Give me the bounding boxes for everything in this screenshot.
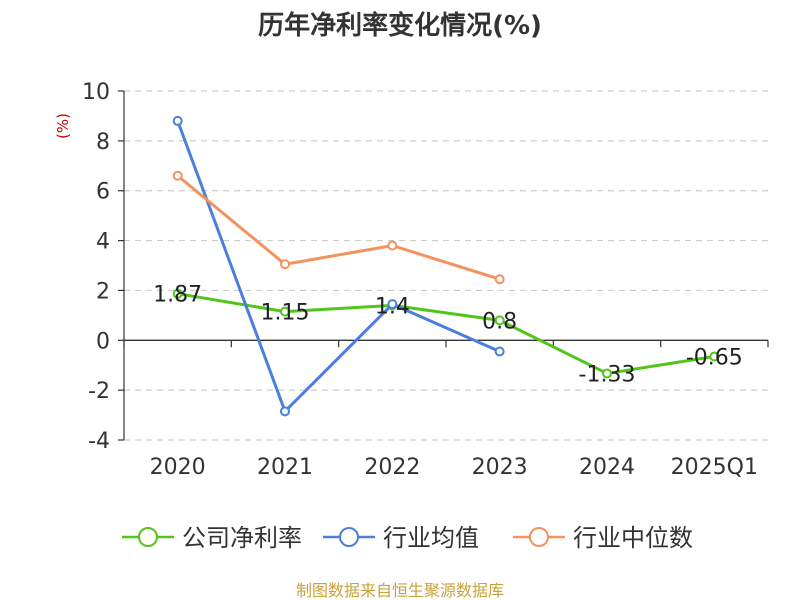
axes: 10 8 6 4 2 0 -2 -4 2020 2021 2022 2023 2024 2025Q1 (82, 80, 769, 480)
legend-item[interactable]: 行业均值 (323, 524, 479, 552)
legend-marker (339, 527, 359, 547)
x-tick-label: 2024 (579, 455, 635, 480)
data-point[interactable] (494, 346, 505, 357)
data-label: 1.4 (375, 294, 410, 319)
data-point[interactable] (172, 288, 183, 299)
y-tick-label: -4 (88, 429, 110, 454)
x-tick-label: 2023 (472, 455, 528, 480)
data-point[interactable] (387, 240, 398, 251)
y-tick-label: 0 (96, 329, 110, 354)
data-point[interactable] (280, 406, 290, 417)
series-layer: 1.87 1.15 1.4 0.8 -1.33 -0.65 (153, 115, 743, 417)
data-point[interactable] (172, 170, 183, 181)
legend-item[interactable]: 公司净利率 (122, 524, 302, 552)
legend-item[interactable]: 行业中位数 (513, 524, 693, 552)
series-1 (172, 115, 505, 417)
y-tick-label: 4 (96, 230, 110, 255)
legend-marker (138, 527, 158, 547)
data-source-note: 制图数据来自恒生聚源数据库 (296, 581, 504, 600)
y-axis-unit-label: (%) (54, 113, 72, 139)
data-label: -1.33 (579, 362, 636, 387)
series-line (176, 174, 501, 281)
x-tick-label: 2020 (150, 455, 206, 480)
data-point[interactable] (709, 351, 720, 362)
x-tick-label: 2022 (364, 455, 420, 480)
data-label: 0.8 (482, 309, 517, 334)
y-tick-label: 8 (96, 130, 110, 155)
data-point[interactable] (494, 274, 505, 285)
data-label: 1.87 (153, 283, 202, 308)
y-tick-label: 6 (96, 180, 110, 205)
legend-label: 行业均值 (383, 524, 479, 552)
legend-marker (529, 527, 549, 547)
y-tick-label: -2 (88, 379, 110, 404)
data-point[interactable] (172, 115, 183, 126)
data-point[interactable] (280, 306, 290, 317)
grid-lines (124, 90, 768, 441)
chart-title: 历年净利率变化情况(%) (258, 10, 542, 41)
x-tick-label: 2025Q1 (671, 455, 758, 480)
y-tick-label: 2 (96, 279, 110, 304)
data-point[interactable] (280, 259, 290, 270)
data-label: 1.15 (261, 301, 310, 326)
series-line (177, 292, 715, 375)
data-point[interactable] (602, 368, 612, 379)
data-label: -0.65 (686, 345, 743, 370)
legend: 公司净利率 行业均值 行业中位数 (122, 524, 693, 552)
series-line (176, 120, 501, 413)
x-tick-label: 2021 (257, 455, 313, 480)
legend-label: 行业中位数 (573, 524, 693, 552)
legend-label: 公司净利率 (182, 524, 302, 552)
data-point[interactable] (387, 299, 398, 310)
data-point[interactable] (494, 315, 505, 326)
series-2 (172, 170, 505, 285)
y-tick-label: 10 (82, 80, 110, 105)
